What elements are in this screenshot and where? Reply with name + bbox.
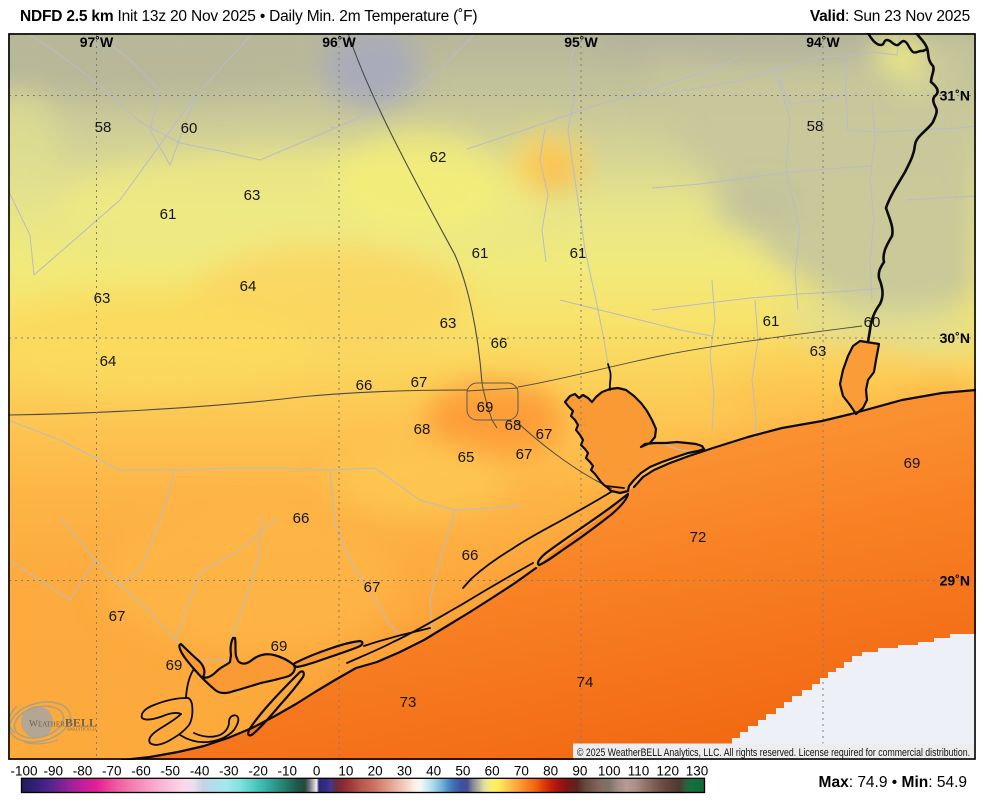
svg-text:63: 63	[810, 343, 827, 360]
svg-text:67: 67	[411, 374, 428, 391]
svg-text:80: 80	[543, 764, 558, 779]
svg-text:66: 66	[462, 547, 479, 564]
svg-text:67: 67	[109, 608, 126, 625]
svg-text:30: 30	[397, 764, 412, 779]
svg-text:68: 68	[414, 421, 431, 438]
svg-text:61: 61	[160, 206, 177, 223]
svg-text:61: 61	[472, 245, 489, 262]
svg-text:74: 74	[577, 674, 594, 691]
svg-text:90: 90	[572, 764, 587, 779]
svg-text:69: 69	[477, 399, 494, 416]
svg-text:50: 50	[455, 764, 470, 779]
svg-text:-20: -20	[248, 764, 268, 779]
svg-text:-80: -80	[73, 764, 93, 779]
svg-text:-50: -50	[161, 764, 181, 779]
svg-text:58: 58	[807, 118, 824, 135]
svg-text:58: 58	[95, 119, 112, 136]
svg-text:65: 65	[458, 449, 475, 466]
svg-text:100: 100	[598, 764, 621, 779]
svg-text:-60: -60	[131, 764, 151, 779]
svg-text:97˚W: 97˚W	[80, 34, 114, 50]
svg-text:72: 72	[690, 529, 707, 546]
svg-text:60: 60	[485, 764, 500, 779]
svg-text:63: 63	[440, 315, 457, 332]
svg-text:70: 70	[514, 764, 529, 779]
svg-text:31˚N: 31˚N	[940, 88, 970, 104]
svg-text:-90: -90	[44, 764, 64, 779]
svg-text:64: 64	[100, 353, 117, 370]
svg-text:© 2025 WeatherBELL Analytics,: © 2025 WeatherBELL Analytics, LLC. All r…	[577, 747, 970, 759]
svg-text:67: 67	[516, 446, 533, 463]
svg-text:40: 40	[426, 764, 441, 779]
svg-text:96˚W: 96˚W	[322, 34, 356, 50]
svg-text:95˚W: 95˚W	[564, 34, 598, 50]
svg-text:-70: -70	[102, 764, 122, 779]
svg-text:67: 67	[364, 579, 381, 596]
svg-text:73: 73	[400, 694, 417, 711]
svg-text:20: 20	[368, 764, 383, 779]
svg-text:69: 69	[166, 657, 183, 674]
svg-text:60: 60	[181, 120, 198, 137]
svg-text:29˚N: 29˚N	[940, 573, 970, 589]
svg-text:94˚W: 94˚W	[806, 34, 840, 50]
svg-text:130: 130	[686, 764, 709, 779]
svg-text:61: 61	[763, 313, 780, 330]
svg-text:0: 0	[313, 764, 321, 779]
svg-text:66: 66	[491, 335, 508, 352]
svg-text:10: 10	[338, 764, 353, 779]
svg-text:120: 120	[656, 764, 679, 779]
svg-text:-30: -30	[219, 764, 239, 779]
svg-text:60: 60	[864, 314, 881, 331]
svg-text:69: 69	[271, 638, 288, 655]
svg-text:61: 61	[570, 245, 587, 262]
svg-text:69: 69	[904, 455, 921, 472]
svg-text:64: 64	[240, 278, 257, 295]
svg-text:110: 110	[628, 764, 650, 779]
svg-text:63: 63	[94, 290, 111, 307]
svg-text:66: 66	[293, 510, 310, 527]
svg-text:ANALYTICS LLC: ANALYTICS LLC	[67, 727, 98, 732]
svg-text:68: 68	[505, 417, 522, 434]
svg-text:-100: -100	[10, 764, 37, 779]
svg-text:-40: -40	[190, 764, 210, 779]
svg-text:30˚N: 30˚N	[940, 330, 970, 346]
svg-text:66: 66	[356, 377, 373, 394]
svg-text:62: 62	[430, 149, 447, 166]
svg-text:-10: -10	[278, 764, 298, 779]
svg-text:63: 63	[244, 187, 261, 204]
svg-text:67: 67	[536, 426, 553, 443]
